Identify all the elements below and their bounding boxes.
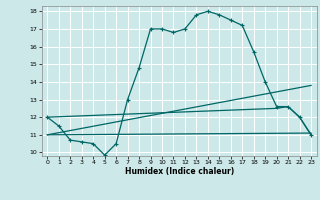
X-axis label: Humidex (Indice chaleur): Humidex (Indice chaleur) bbox=[124, 167, 234, 176]
